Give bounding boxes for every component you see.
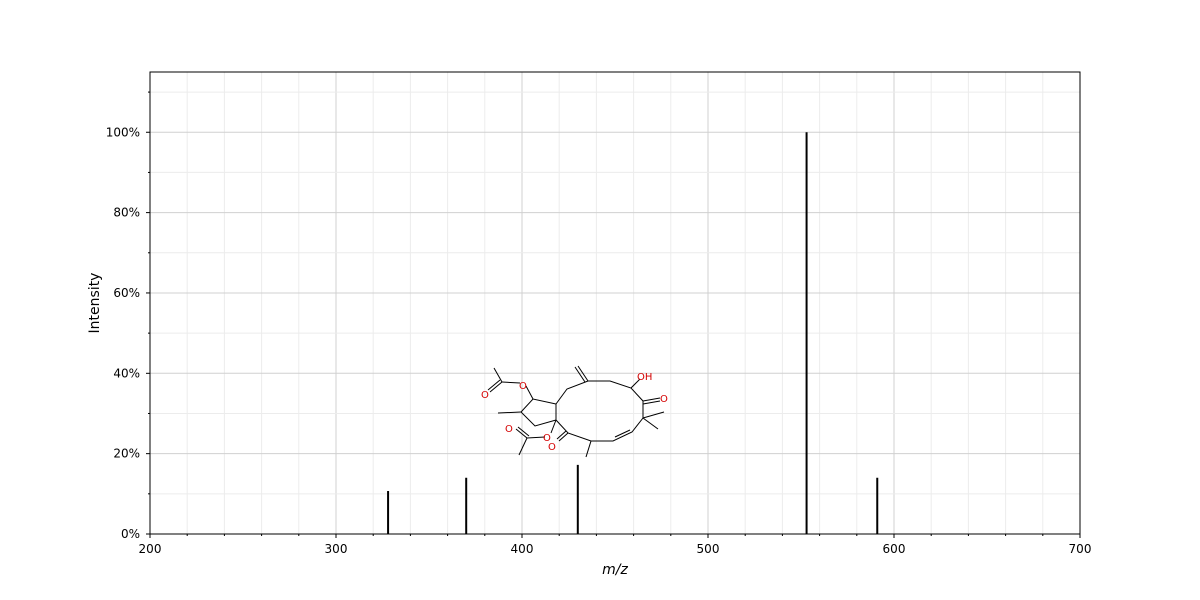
x-axis: 200 300 400 500 600 700: [139, 534, 1092, 556]
y-tick-label: 60%: [113, 286, 140, 300]
atom-label: O: [481, 390, 489, 401]
y-axis: 0% 20% 40% 60% 80% 100%: [106, 91, 150, 541]
grid-lines: [149, 72, 1081, 535]
x-tick-label: 200: [139, 542, 162, 556]
x-tick-label: 700: [1069, 542, 1092, 556]
atom-label: O: [543, 433, 551, 444]
atom-label: OH: [637, 372, 652, 383]
x-tick-label: 500: [697, 542, 720, 556]
atom-label: O: [548, 442, 556, 453]
y-tick-label: 100%: [106, 125, 140, 139]
molecule-structure-image: [487, 365, 665, 458]
x-tick-label: 300: [325, 542, 348, 556]
x-tick-label: 600: [883, 542, 906, 556]
peak-bars: [387, 132, 879, 534]
y-tick-label: 20%: [113, 447, 140, 461]
y-tick-label: 0%: [121, 527, 140, 541]
plot-frame: [149, 71, 1081, 535]
y-tick-label: 80%: [113, 206, 140, 220]
molecule-atom-labels: O O O O O OH O: [481, 372, 668, 453]
atom-label: O: [519, 381, 527, 392]
y-tick-label: 40%: [113, 366, 140, 380]
x-tick-label: 400: [511, 542, 534, 556]
y-axis-title: Intensity: [87, 273, 103, 334]
atom-label: O: [660, 394, 668, 405]
x-axis-title: m/z: [602, 562, 628, 578]
atom-label: O: [505, 424, 513, 435]
